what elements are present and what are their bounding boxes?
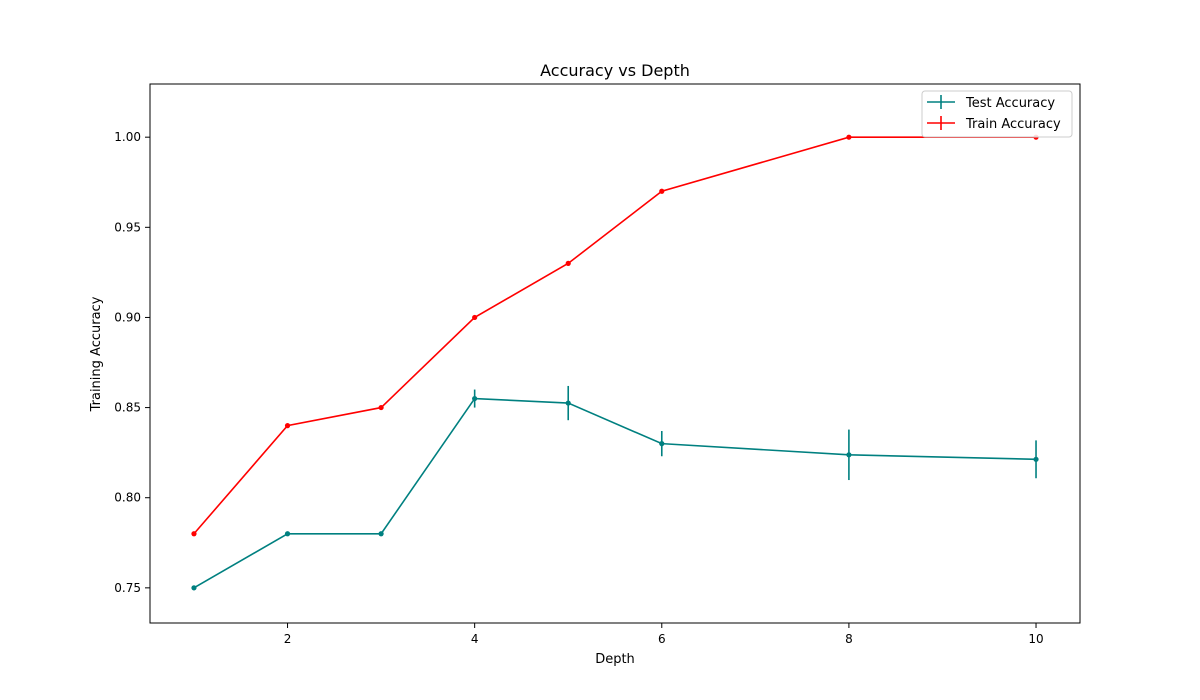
data-point (378, 404, 384, 411)
chart-title: Accuracy vs Depth (540, 61, 690, 80)
series-line (193, 136, 1037, 535)
y-axis-label: Training Accuracy (89, 296, 104, 412)
y-tick-label: 0.80 (114, 491, 141, 505)
y-tick-label: 0.85 (114, 401, 141, 415)
legend-box (921, 90, 1073, 138)
legend-item-0: Test Accuracy (927, 95, 1055, 111)
y-tick-label: 0.75 (114, 581, 141, 595)
y-tick-label: 0.90 (114, 310, 141, 324)
plot-area (191, 134, 1039, 591)
legend-label: Test Accuracy (965, 96, 1055, 111)
data-point (378, 531, 384, 537)
data-point (565, 400, 571, 406)
x-axis-label: Depth (595, 652, 635, 667)
data-point (191, 531, 197, 537)
data-point (284, 531, 291, 537)
y-axis: 0.75 0.80 0.85 0.90 0.95 1.00 (114, 130, 150, 595)
y-tick-label: 0.95 (114, 220, 141, 234)
data-point (284, 423, 291, 429)
x-tick-label: 2 (284, 632, 292, 646)
x-tick-label: 8 (845, 632, 853, 646)
legend-item-1: Train Accuracy (927, 116, 1061, 132)
axes-frame (149, 83, 1081, 624)
x-tick-label: 6 (658, 632, 666, 646)
x-tick-label: 4 (471, 632, 479, 646)
series-1 (191, 134, 1039, 537)
x-tick-label: 10 (1028, 632, 1043, 646)
data-point (472, 314, 478, 321)
series-0 (191, 385, 1039, 591)
data-point (659, 441, 665, 447)
data-point (846, 134, 852, 140)
data-point (565, 260, 571, 266)
legend: Test Accuracy Train Accuracy (921, 90, 1073, 138)
legend-label: Train Accuracy (965, 117, 1061, 132)
data-point (846, 452, 852, 458)
y-tick-label: 1.00 (114, 130, 141, 144)
data-point (472, 395, 478, 402)
x-axis: 2 4 6 8 10 (284, 623, 1044, 646)
data-point (659, 188, 665, 194)
series-line (193, 397, 1037, 589)
data-point (1033, 456, 1039, 462)
data-point (191, 585, 197, 591)
